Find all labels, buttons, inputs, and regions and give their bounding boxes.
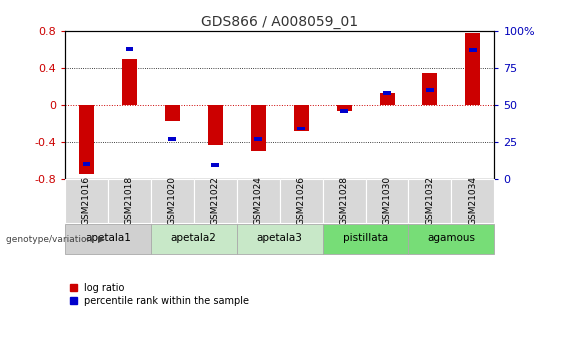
Text: GSM21034: GSM21034: [468, 176, 477, 225]
Bar: [208, 105, 223, 145]
Bar: [297, 127, 305, 130]
Text: genotype/variation  ▶: genotype/variation ▶: [6, 235, 105, 244]
FancyBboxPatch shape: [151, 179, 194, 223]
Bar: [211, 164, 219, 167]
FancyBboxPatch shape: [237, 225, 323, 254]
Text: agamous: agamous: [428, 233, 475, 243]
FancyBboxPatch shape: [408, 225, 494, 254]
Text: GSM21032: GSM21032: [425, 176, 434, 225]
FancyBboxPatch shape: [65, 225, 151, 254]
Text: GSM21026: GSM21026: [297, 176, 306, 225]
Text: apetala1: apetala1: [85, 233, 131, 243]
Text: GSM21024: GSM21024: [254, 176, 263, 225]
FancyBboxPatch shape: [451, 179, 494, 223]
FancyBboxPatch shape: [194, 179, 237, 223]
Text: GSM21016: GSM21016: [82, 176, 91, 225]
Title: GDS866 / A008059_01: GDS866 / A008059_01: [201, 14, 358, 29]
Bar: [122, 59, 137, 105]
Bar: [337, 105, 351, 111]
FancyBboxPatch shape: [108, 179, 151, 223]
Legend: log ratio, percentile rank within the sample: log ratio, percentile rank within the sa…: [70, 283, 249, 306]
Text: GSM21030: GSM21030: [383, 176, 392, 225]
Bar: [168, 137, 176, 141]
Text: GSM21020: GSM21020: [168, 176, 177, 225]
FancyBboxPatch shape: [323, 179, 366, 223]
Bar: [383, 91, 391, 95]
Bar: [125, 47, 133, 51]
FancyBboxPatch shape: [65, 179, 108, 223]
Bar: [423, 72, 437, 105]
Bar: [340, 109, 348, 112]
Bar: [380, 93, 394, 105]
Bar: [294, 105, 308, 131]
Text: GSM21022: GSM21022: [211, 176, 220, 225]
Bar: [469, 48, 477, 52]
FancyBboxPatch shape: [151, 225, 237, 254]
Bar: [165, 105, 180, 121]
Text: apetala3: apetala3: [257, 233, 303, 243]
FancyBboxPatch shape: [408, 179, 451, 223]
Bar: [254, 137, 262, 141]
Text: GSM21018: GSM21018: [125, 176, 134, 225]
FancyBboxPatch shape: [280, 179, 323, 223]
Text: apetala2: apetala2: [171, 233, 217, 243]
Bar: [82, 162, 90, 166]
Bar: [251, 105, 266, 151]
Bar: [466, 33, 480, 105]
Bar: [79, 105, 94, 174]
Bar: [426, 88, 434, 92]
FancyBboxPatch shape: [323, 225, 408, 254]
Text: pistillata: pistillata: [343, 233, 388, 243]
FancyBboxPatch shape: [366, 179, 408, 223]
Text: GSM21028: GSM21028: [340, 176, 349, 225]
FancyBboxPatch shape: [237, 179, 280, 223]
